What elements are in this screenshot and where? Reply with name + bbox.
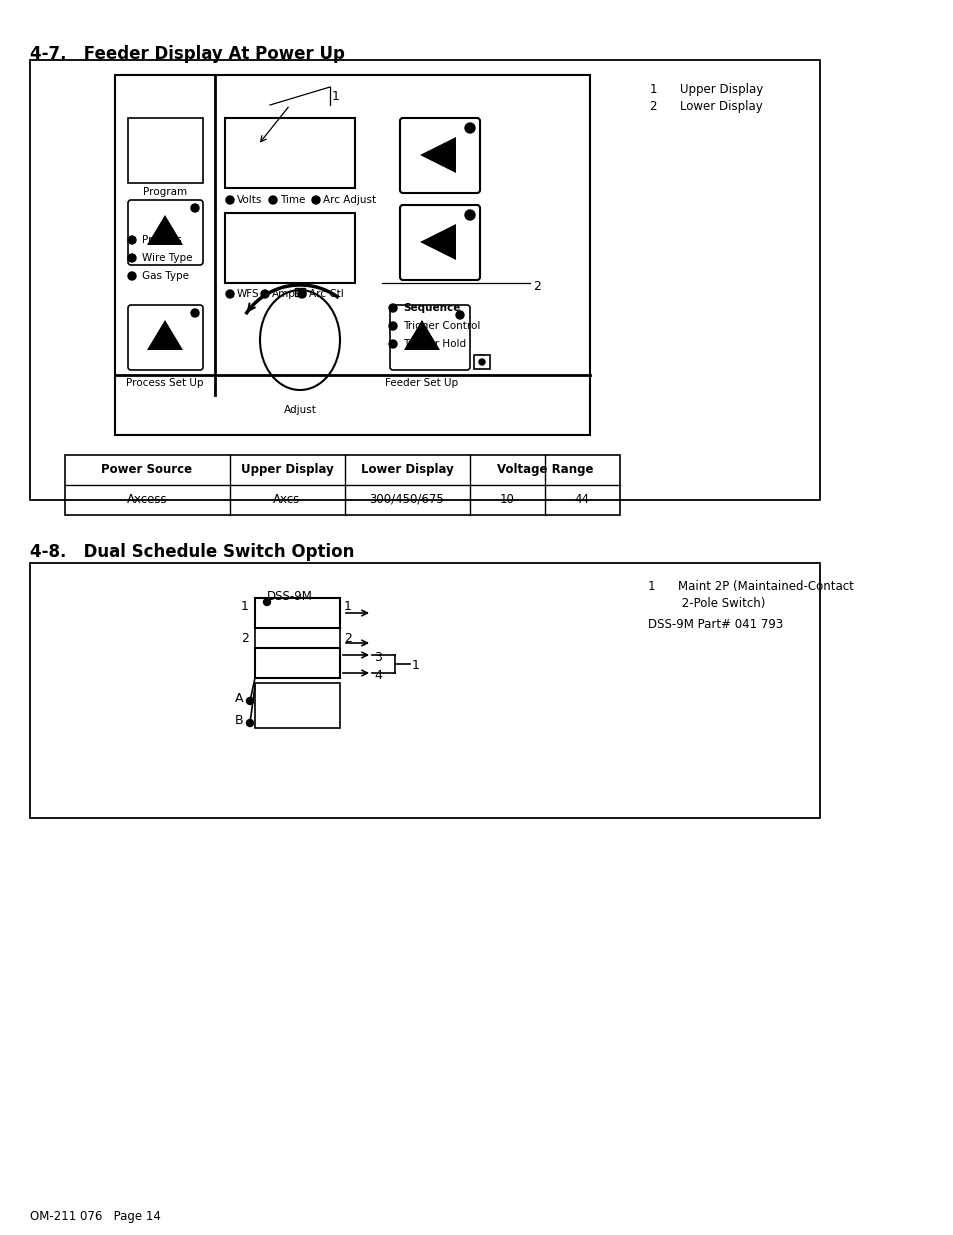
Bar xyxy=(30,61,820,500)
Circle shape xyxy=(226,290,233,298)
Bar xyxy=(65,454,619,515)
Text: 2-Pole Switch): 2-Pole Switch) xyxy=(647,597,764,610)
Text: 1: 1 xyxy=(332,90,339,103)
Text: Axcess: Axcess xyxy=(127,493,167,506)
Text: 1      Upper Display: 1 Upper Display xyxy=(649,83,762,96)
Circle shape xyxy=(389,322,396,330)
Bar xyxy=(254,683,339,727)
Polygon shape xyxy=(419,137,456,173)
Text: Power Source: Power Source xyxy=(101,463,193,475)
Text: 1: 1 xyxy=(344,600,352,613)
Circle shape xyxy=(191,309,199,317)
Text: 1: 1 xyxy=(412,659,419,672)
Text: 300/450/675: 300/450/675 xyxy=(369,493,444,506)
Text: Amps: Amps xyxy=(272,289,301,299)
Circle shape xyxy=(261,290,269,298)
Text: 1      Maint 2P (Maintained-Contact: 1 Maint 2P (Maintained-Contact xyxy=(647,580,853,593)
Circle shape xyxy=(464,210,475,220)
Text: 2: 2 xyxy=(241,632,249,645)
Text: 3: 3 xyxy=(374,651,381,664)
Text: 4-8.   Dual Schedule Switch Option: 4-8. Dual Schedule Switch Option xyxy=(30,543,354,561)
Circle shape xyxy=(128,254,136,262)
Circle shape xyxy=(478,359,484,366)
Circle shape xyxy=(312,196,319,204)
Polygon shape xyxy=(403,320,439,350)
Text: A: A xyxy=(234,692,243,705)
Text: Process: Process xyxy=(142,235,182,245)
Text: Trigger Control: Trigger Control xyxy=(402,321,480,331)
Text: Wire Type: Wire Type xyxy=(142,253,193,263)
Text: 2      Lower Display: 2 Lower Display xyxy=(649,100,762,112)
Circle shape xyxy=(246,698,253,704)
Circle shape xyxy=(269,196,276,204)
Circle shape xyxy=(389,340,396,348)
Bar xyxy=(474,354,490,369)
Text: Arc Adjust: Arc Adjust xyxy=(323,195,375,205)
Polygon shape xyxy=(419,224,456,261)
Text: OM-211 076   Page 14: OM-211 076 Page 14 xyxy=(30,1210,161,1223)
Bar xyxy=(115,75,589,435)
Circle shape xyxy=(389,304,396,312)
Text: DSS-9M Part# 041 793: DSS-9M Part# 041 793 xyxy=(647,618,782,631)
Text: Process Set Up: Process Set Up xyxy=(126,378,204,388)
Text: 4-7.   Feeder Display At Power Up: 4-7. Feeder Display At Power Up xyxy=(30,44,345,63)
Bar xyxy=(294,288,305,296)
Circle shape xyxy=(464,124,475,133)
Text: 2: 2 xyxy=(533,280,540,293)
Text: Upper Display: Upper Display xyxy=(240,463,333,475)
Bar xyxy=(30,563,820,818)
Text: 2: 2 xyxy=(344,632,352,645)
Circle shape xyxy=(128,236,136,245)
Text: Feeder Set Up: Feeder Set Up xyxy=(385,378,458,388)
Circle shape xyxy=(246,720,253,726)
Text: 4: 4 xyxy=(374,669,381,682)
Circle shape xyxy=(226,196,233,204)
Text: Program: Program xyxy=(143,186,187,198)
Text: 1: 1 xyxy=(241,600,249,613)
Circle shape xyxy=(263,599,271,605)
Text: Gas Type: Gas Type xyxy=(142,270,189,282)
Text: Axcs: Axcs xyxy=(274,493,300,506)
Text: Arc Ctl: Arc Ctl xyxy=(309,289,343,299)
Text: DSS-9M: DSS-9M xyxy=(267,590,313,603)
Polygon shape xyxy=(147,320,183,350)
Circle shape xyxy=(191,204,199,212)
Text: Adjust: Adjust xyxy=(283,405,316,415)
Text: WFS: WFS xyxy=(236,289,259,299)
Circle shape xyxy=(297,290,306,298)
Bar xyxy=(254,648,339,678)
Text: B: B xyxy=(234,714,243,727)
Text: Voltage Range: Voltage Range xyxy=(497,463,593,475)
Bar xyxy=(254,598,339,629)
Text: Time: Time xyxy=(280,195,305,205)
Text: 44: 44 xyxy=(574,493,589,506)
Text: Sequence: Sequence xyxy=(402,303,460,312)
Bar xyxy=(128,119,203,183)
Circle shape xyxy=(128,272,136,280)
Bar xyxy=(225,119,355,188)
Bar xyxy=(225,212,355,283)
Polygon shape xyxy=(147,215,183,245)
Text: Trigger Hold: Trigger Hold xyxy=(402,338,466,350)
Text: Volts: Volts xyxy=(236,195,262,205)
Circle shape xyxy=(456,311,463,319)
Text: 10: 10 xyxy=(499,493,514,506)
Text: Lower Display: Lower Display xyxy=(360,463,453,475)
